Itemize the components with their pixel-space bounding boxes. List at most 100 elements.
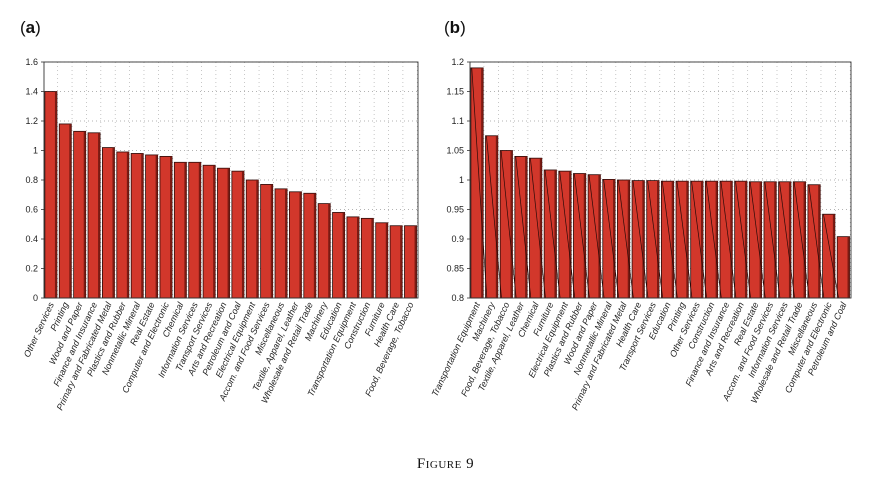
panel-b-bar-diagonal <box>808 184 825 299</box>
panel-b-bar-shade <box>788 181 791 298</box>
panel-b-bar-diagonal <box>530 158 546 299</box>
panel-a-bar-shade <box>141 153 144 298</box>
panel-a-bar-shade <box>256 180 259 298</box>
panel-b-bar-shade <box>774 181 777 298</box>
panel-a-bar-shade <box>270 184 273 298</box>
panel-a-ytick-label: 0.6 <box>25 205 38 215</box>
panel-b-plot-frame <box>469 61 852 299</box>
panel-b-ytick-label: 1.15 <box>446 87 464 97</box>
panel-b-bar-diagonal <box>471 67 488 299</box>
panel-b-bar-shade <box>818 184 821 298</box>
panel-b-bar-diagonal <box>735 181 751 299</box>
panel-b-bar-diagonal <box>559 171 576 299</box>
panel-b-bar-diagonal <box>749 181 766 299</box>
panel-b-bar-shade <box>554 169 557 298</box>
panel-b-bar-shade <box>686 181 689 298</box>
panel-a-bar-shade <box>98 132 101 298</box>
panel-b-bar-shade <box>510 150 513 298</box>
panel-a-bar-shade <box>328 203 331 298</box>
panel-a-ytick-label: 0.4 <box>25 234 38 244</box>
panel-b-bar-shade <box>598 174 601 298</box>
panel-a-ytick-label: 1.2 <box>25 116 38 126</box>
panel-b-bar-diagonal <box>676 181 693 299</box>
panel-a-bar-shade <box>371 218 374 298</box>
panel-a-bar-shade <box>155 154 158 298</box>
panel-a-bar-shade <box>313 193 316 298</box>
panel-a-bar-shade <box>69 123 72 298</box>
panel-b-bar-diagonal <box>779 181 795 299</box>
panel-a-bar-shade <box>83 131 86 298</box>
panel-b-bar-shade <box>539 158 542 298</box>
panel-b-bar-shade <box>569 171 572 298</box>
panel-b-bar-diagonal <box>764 181 781 299</box>
panel-a-ytick-label: 1 <box>33 146 38 156</box>
panel-b-bar-shade <box>481 67 484 299</box>
panel-a-bar-shade <box>184 162 187 298</box>
panel-b-bar-shade <box>700 181 703 298</box>
panel-b-bar-diagonal <box>661 181 678 299</box>
panel-b-ytick-label: 0.8 <box>451 293 464 303</box>
panel-a-bar-shade <box>285 188 288 298</box>
panel-b-bar-shade <box>671 181 674 298</box>
panel-b-label: (b) <box>444 18 466 37</box>
panel-b-bar-shade <box>657 180 660 298</box>
panel-a-bar-shade <box>198 162 201 298</box>
panel-a-bar-shade <box>357 216 360 298</box>
panel-a-plot-frame <box>43 61 419 299</box>
panel-a-bar-shade <box>342 212 345 298</box>
panel-b-bar-shade <box>525 156 528 298</box>
panel-a-bar-shade <box>213 165 216 298</box>
panel-a-bar-shade <box>126 151 129 298</box>
panel-a-bar-shade <box>227 168 230 298</box>
panel-a-bar-shade <box>414 225 417 298</box>
panel-b-ytick-label: 0.85 <box>446 264 464 274</box>
panel-b-bar-diagonal <box>500 150 517 299</box>
panel-a-ytick-label: 0 <box>33 293 38 303</box>
panel-b-ytick-label: 1.1 <box>451 116 464 126</box>
panel-b-bar-shade <box>832 214 835 298</box>
panel-b-bar-shade <box>495 135 498 298</box>
panel-b-ytick-label: 0.9 <box>451 234 464 244</box>
panel-b-ytick-label: 1.2 <box>451 57 464 67</box>
panel-a-ytick-label: 0.8 <box>25 175 38 185</box>
panel-b-bar-diagonal <box>544 169 561 299</box>
panel-a-ytick-label: 0.2 <box>25 264 38 274</box>
panel-a-ytick-label: 1.6 <box>25 57 38 67</box>
figure-caption: Figure 9 <box>416 456 475 472</box>
panel-b-bar-diagonal <box>588 174 605 299</box>
panel-b-bar-shade <box>730 181 733 298</box>
panel-b-bar-diagonal <box>793 181 810 299</box>
panel-b-ytick-label: 1 <box>459 175 464 185</box>
panel-b-bar-shade <box>627 180 630 298</box>
panel-b-bar-shade <box>759 181 762 298</box>
panel-a-bar-shade <box>299 191 302 298</box>
panel-b-ytick-label: 0.95 <box>446 205 464 215</box>
panel-b-bar-diagonal <box>632 180 649 299</box>
panel-b-ytick-label: 1.05 <box>446 146 464 156</box>
panel-b-bar-diagonal <box>573 173 590 299</box>
panel-b-bar-diagonal <box>486 135 502 299</box>
panel-a-bar-shade <box>170 156 173 298</box>
panel-b-bar-shade <box>715 181 718 298</box>
panel-b-bar-diagonal <box>691 181 708 299</box>
panel-a-bar-shade <box>54 91 57 298</box>
panel-b-bar-shade <box>642 180 645 298</box>
panel-b-bar-diagonal <box>617 179 634 299</box>
panel-a-bar-shade <box>385 222 388 298</box>
panel-b-bar-diagonal <box>705 181 722 299</box>
panel-b-bar-shade <box>847 236 850 298</box>
panel-b-bar-diagonal <box>515 156 532 299</box>
panel-b-bar-shade <box>803 181 806 298</box>
panel-a-bar-shade <box>241 171 244 298</box>
panel-a-ytick-label: 1.4 <box>25 87 38 97</box>
panel-b-bar-diagonal <box>603 179 620 299</box>
panel-a-label: (a) <box>20 18 41 37</box>
panel-b-bar-diagonal <box>647 180 664 299</box>
panel-b-bar-diagonal <box>823 214 839 299</box>
panel-b-bar-shade <box>744 181 747 298</box>
panel-b-bar-diagonal <box>720 181 737 299</box>
panel-b-bar-shade <box>583 173 586 298</box>
panel-b-bar-shade <box>613 179 616 298</box>
panel-a-bar-shade <box>112 147 115 298</box>
